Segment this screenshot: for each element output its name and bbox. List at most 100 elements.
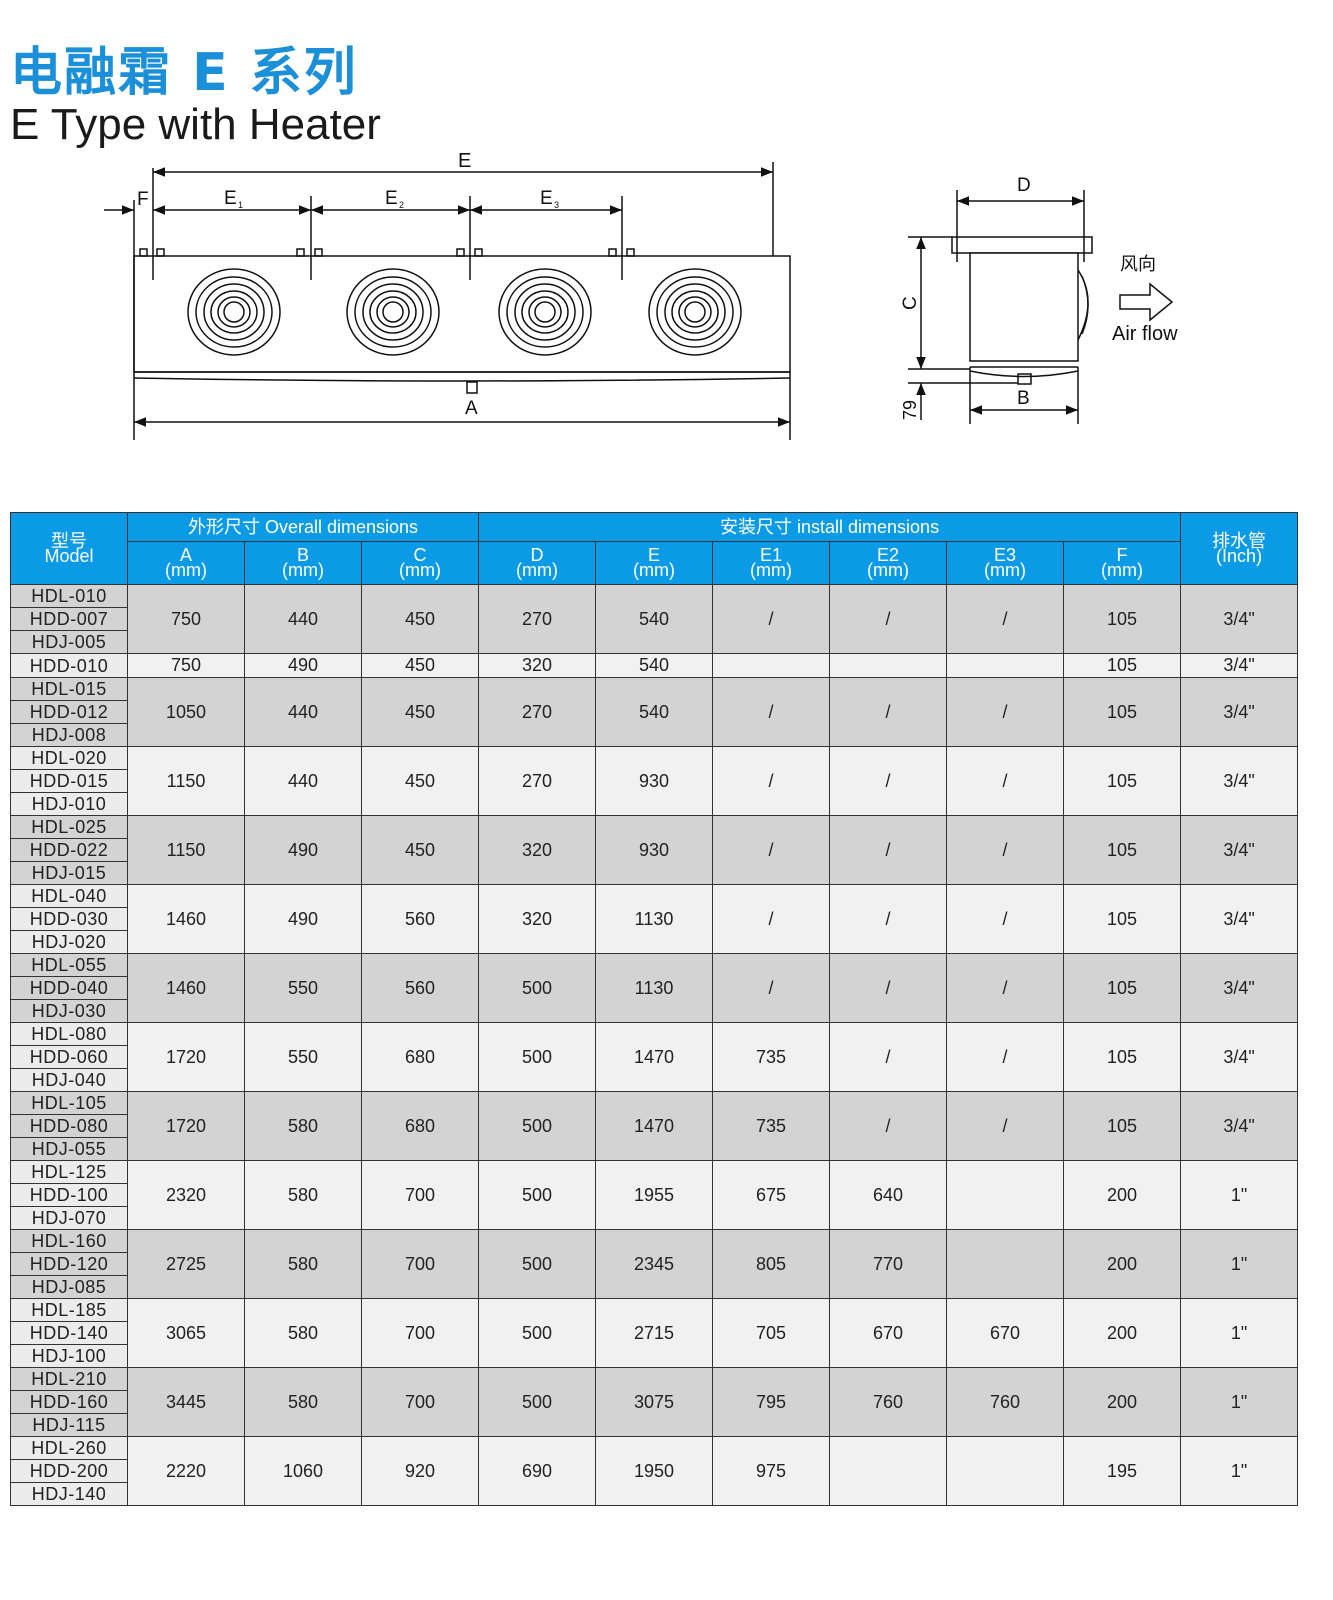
value-cell: 500 <box>478 953 597 1023</box>
value-cell: 1950 <box>595 1436 714 1506</box>
fan-ring <box>521 290 569 334</box>
label-E: E <box>458 150 471 172</box>
fan-ring <box>217 296 251 328</box>
value-cell: / <box>829 815 948 885</box>
fan-ring <box>514 283 576 341</box>
model-cell: HDL-210 <box>10 1367 128 1391</box>
value-cell: 200 <box>1063 1367 1182 1437</box>
model-cell: HDJ-015 <box>10 861 128 885</box>
table-row: HDJ-070 <box>10 1206 1298 1230</box>
value-cell: 1470 <box>595 1022 714 1092</box>
value-cell: / <box>712 953 831 1023</box>
value-cell: 770 <box>829 1229 948 1299</box>
value-cell: 200 <box>1063 1298 1182 1368</box>
fan-ring <box>195 276 273 348</box>
value-cell: 560 <box>360 953 480 1023</box>
fan-ring <box>382 301 404 323</box>
fan-ring <box>346 268 440 356</box>
table-row: HDL-160 2725 580 700 500 2345 805 770 200 1" <box>10 1229 1299 1299</box>
model-cell: HDD-030 <box>10 907 128 931</box>
value-cell: 450 <box>360 677 480 747</box>
value-cell: 750 <box>127 584 245 654</box>
model-cell: HDL-105 <box>10 1091 128 1115</box>
value-cell: 500 <box>478 1091 597 1161</box>
svg-text:1: 1 <box>238 200 243 210</box>
value-cell: 3/4" <box>1180 746 1299 816</box>
label-B: B <box>1017 388 1030 409</box>
model-cell: HDJ-085 <box>10 1275 128 1299</box>
table-row: HDL-025 1150 490 450 320 930///105 3/4" <box>10 815 1299 885</box>
value-cell: 105 <box>1063 746 1182 816</box>
model-cell: HDJ-020 <box>10 930 128 954</box>
table-row: HDD-015 <box>10 769 1298 793</box>
model-cell: HDL-125 <box>10 1160 128 1184</box>
label-A: A <box>465 398 478 419</box>
value-cell: 735 <box>712 1091 831 1161</box>
table-row: HDL-020 1150 440 450 270 930///105 3/4" <box>10 746 1299 816</box>
table-row: HDJ-055 <box>10 1137 1298 1161</box>
header-drain: 排水管 (Inch) <box>1180 512 1299 585</box>
label-E2: E <box>385 188 398 209</box>
fan-ring <box>528 296 562 328</box>
fan-ring <box>203 283 265 341</box>
model-cell: HDD-060 <box>10 1045 128 1069</box>
value-cell: 450 <box>360 746 480 816</box>
value-cell: 1720 <box>127 1022 245 1092</box>
drain-outlet <box>466 381 478 394</box>
fan-ring <box>362 283 424 341</box>
table-row: HDD-060 <box>10 1045 1298 1069</box>
value-cell: / <box>946 815 1065 885</box>
model-cell: HDL-015 <box>10 677 128 701</box>
value-cell: 500 <box>478 1298 597 1368</box>
fan-ring <box>678 296 712 328</box>
label-79: 79 <box>900 400 920 420</box>
table-row: HDD-040 <box>10 976 1298 1000</box>
value-cell: 105 <box>1063 677 1182 747</box>
header-col-f: F (mm) <box>1063 541 1182 585</box>
fan-ring <box>223 301 245 323</box>
value-cell <box>946 1436 1065 1506</box>
table-row: HDL-105 1720 580 680 500 1470 735//105 3/4" <box>10 1091 1299 1161</box>
model-cell: HDD-080 <box>10 1114 128 1138</box>
model-cell: HDD-007 <box>10 607 128 631</box>
value-cell: 975 <box>712 1436 831 1506</box>
value-cell: 700 <box>360 1367 480 1437</box>
value-cell: / <box>946 953 1065 1023</box>
table-row: HDL-040 1460 490 560 320 1130///105 3/4" <box>10 884 1299 954</box>
value-cell: / <box>829 1022 948 1092</box>
value-cell <box>829 1436 948 1506</box>
model-cell: HDJ-010 <box>10 792 128 816</box>
value-cell: 450 <box>360 584 480 654</box>
model-cell: HDJ-100 <box>10 1344 128 1368</box>
table-row: HDJ-015 <box>10 861 1298 885</box>
value-cell: 270 <box>478 746 597 816</box>
fan-ring <box>648 268 742 356</box>
svg-text:3: 3 <box>554 200 559 210</box>
header-install: 安装尺寸 install dimensions <box>478 512 1182 542</box>
value-cell: 3/4" <box>1180 1091 1299 1161</box>
header-col-e2: E2 (mm) <box>829 541 948 585</box>
value-cell: 1130 <box>595 953 714 1023</box>
value-cell: 195 <box>1063 1436 1182 1506</box>
value-cell: 550 <box>244 953 362 1023</box>
value-cell: 320 <box>478 815 597 885</box>
table-row: HDL-055 1460 550 560 500 1130///105 3/4" <box>10 953 1299 1023</box>
fan-ring <box>684 301 706 323</box>
value-cell: 580 <box>244 1367 362 1437</box>
model-cell: HDL-055 <box>10 953 128 977</box>
value-cell: 500 <box>478 1022 597 1092</box>
model-cell: HDD-022 <box>10 838 128 862</box>
value-cell: 3/4" <box>1180 653 1299 678</box>
value-cell: 440 <box>244 677 362 747</box>
value-cell: 540 <box>595 584 714 654</box>
value-cell: 3/4" <box>1180 884 1299 954</box>
label-F: F <box>137 189 149 210</box>
value-cell: 105 <box>1063 953 1182 1023</box>
value-cell: 540 <box>595 677 714 747</box>
value-cell: 105 <box>1063 1022 1182 1092</box>
value-cell: / <box>946 1022 1065 1092</box>
value-cell: 930 <box>595 815 714 885</box>
value-cell: / <box>712 884 831 954</box>
value-cell: 105 <box>1063 653 1182 678</box>
model-cell: HDJ-040 <box>10 1068 128 1092</box>
